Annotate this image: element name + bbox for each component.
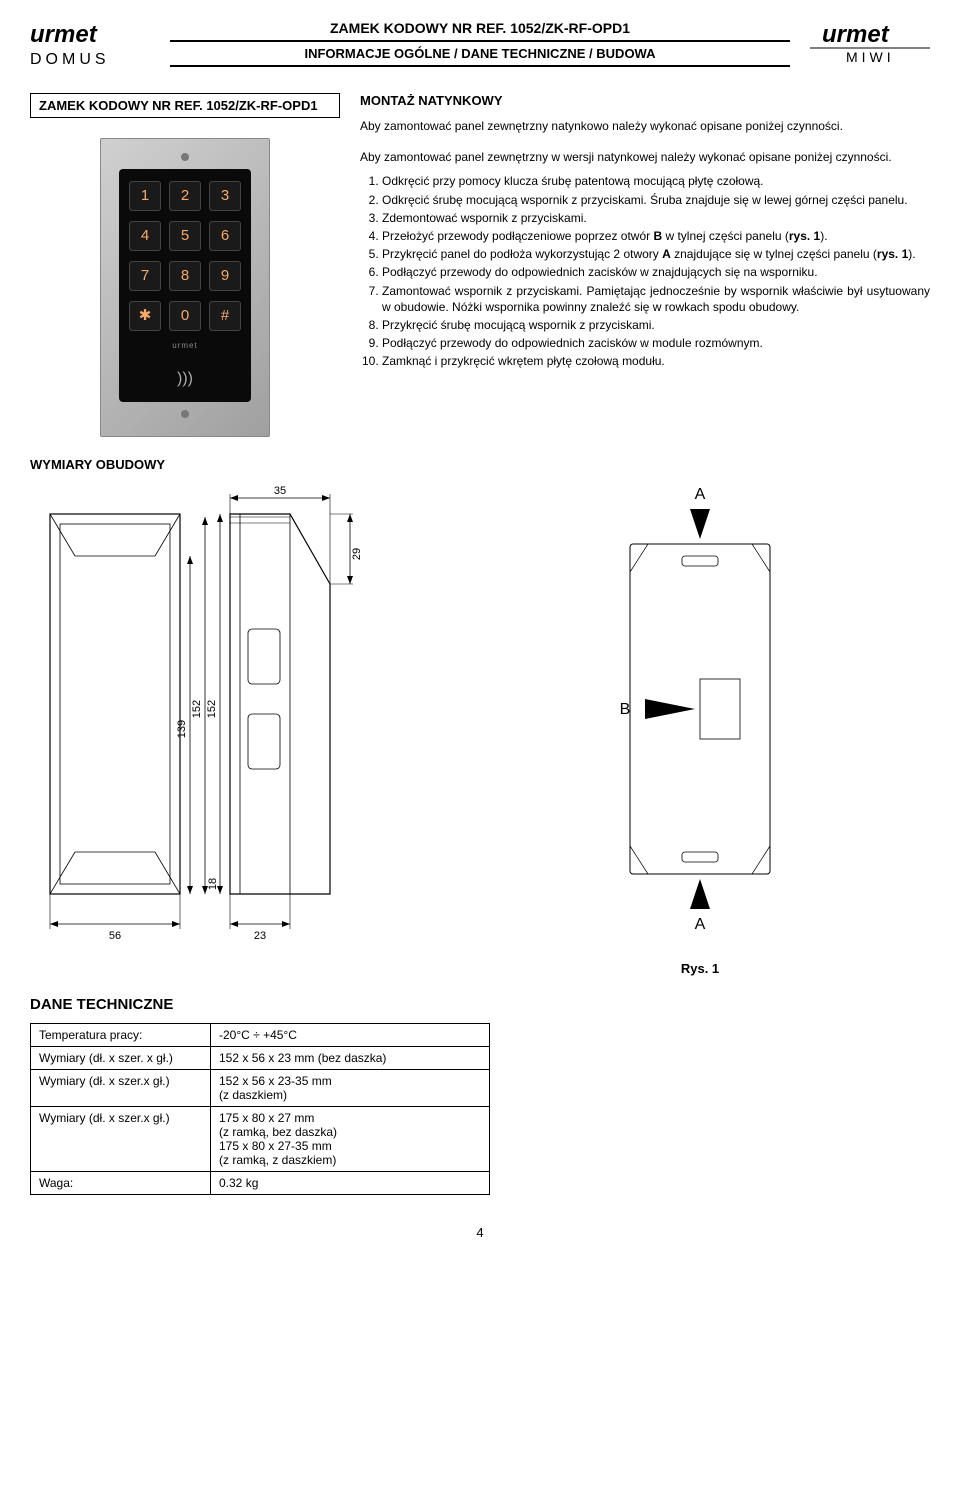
- keypad-key: 5: [169, 221, 201, 251]
- header-subtitle: INFORMACJE OGÓLNE / DANE TECHNICZNE / BU…: [170, 46, 790, 61]
- logo-right: urmet MIWI: [810, 20, 930, 73]
- svg-text:29: 29: [351, 548, 363, 560]
- step-item: Zamknąć i przykręcić wkrętem płytę czoło…: [382, 353, 930, 369]
- svg-text:56: 56: [109, 930, 121, 942]
- tech-value: 152 x 56 x 23-35 mm(z daszkiem): [211, 1070, 490, 1107]
- steps-list: Odkręcić przy pomocy klucza śrubę patent…: [360, 173, 930, 369]
- figure-1: A B A Rys: [470, 484, 930, 976]
- figure-1-caption: Rys. 1: [470, 961, 930, 976]
- right-heading: MONTAŻ NATYNKOWY: [360, 93, 930, 108]
- step-item: Przykręcić panel do podłoża wykorzystują…: [382, 246, 930, 262]
- left-section-title: ZAMEK KODOWY NR REF. 1052/ZK-RF-OPD1: [30, 93, 340, 118]
- tech-value: 0.32 kg: [211, 1172, 490, 1195]
- tech-section: DANE TECHNICZNE Temperatura pracy:-20°C …: [30, 996, 930, 1195]
- header-title: ZAMEK KODOWY NR REF. 1052/ZK-RF-OPD1: [170, 20, 790, 36]
- header-center: ZAMEK KODOWY NR REF. 1052/ZK-RF-OPD1 INF…: [170, 20, 790, 67]
- svg-text:B: B: [620, 701, 631, 718]
- right-intro-1: Aby zamontować panel zewnętrzny natynkow…: [360, 118, 930, 134]
- table-row: Wymiary (dł. x szer.x gł.)152 x 56 x 23-…: [31, 1070, 490, 1107]
- table-row: Temperatura pracy:-20°C ÷ +45°C: [31, 1024, 490, 1047]
- keypad-brand: urmet: [129, 341, 241, 350]
- tech-key: Wymiary (dł. x szer.x gł.): [31, 1107, 211, 1172]
- dimensions-heading: WYMIARY OBUDOWY: [30, 457, 930, 472]
- column-right: MONTAŻ NATYNKOWY Aby zamontować panel ze…: [360, 93, 930, 457]
- table-row: Wymiary (dł. x szer. x gł.)152 x 56 x 23…: [31, 1047, 490, 1070]
- column-left: ZAMEK KODOWY NR REF. 1052/ZK-RF-OPD1 1 2…: [30, 93, 340, 457]
- tech-value: -20°C ÷ +45°C: [211, 1024, 490, 1047]
- content-row: ZAMEK KODOWY NR REF. 1052/ZK-RF-OPD1 1 2…: [30, 93, 930, 457]
- keypad-key: 0: [169, 301, 201, 331]
- page-number: 4: [30, 1225, 930, 1240]
- step-item: Podłączyć przewody do odpowiednich zacis…: [382, 264, 930, 280]
- tech-key: Temperatura pracy:: [31, 1024, 211, 1047]
- tech-table: Temperatura pracy:-20°C ÷ +45°CWymiary (…: [30, 1023, 490, 1195]
- dimensions-section: WYMIARY OBUDOWY 56: [30, 457, 930, 976]
- step-item: Zdemontować wspornik z przyciskami.: [382, 210, 930, 226]
- step-item: Odkręcić przy pomocy klucza śrubę patent…: [382, 173, 930, 189]
- svg-text:A: A: [695, 916, 706, 933]
- keypad-key: 7: [129, 261, 161, 291]
- keypad-key: 8: [169, 261, 201, 291]
- svg-text:23: 23: [254, 930, 266, 942]
- tech-heading: DANE TECHNICZNE: [30, 996, 930, 1013]
- svg-text:35: 35: [274, 485, 286, 497]
- step-item: Zamontować wspornik z przyciskami. Pamię…: [382, 283, 930, 315]
- table-row: Wymiary (dł. x szer.x gł.)175 x 80 x 27 …: [31, 1107, 490, 1172]
- keypad-key: 9: [209, 261, 241, 291]
- svg-text:urmet: urmet: [822, 21, 890, 48]
- svg-text:152: 152: [191, 700, 203, 718]
- svg-text:A: A: [695, 486, 706, 503]
- keypad-key: 4: [129, 221, 161, 251]
- tech-key: Wymiary (dł. x szer. x gł.): [31, 1047, 211, 1070]
- keypad-key: 3: [209, 181, 241, 211]
- step-item: Odkręcić śrubę mocującą wspornik z przyc…: [382, 192, 930, 208]
- svg-text:urmet: urmet: [30, 21, 98, 48]
- svg-text:DOMUS: DOMUS: [30, 51, 110, 68]
- rfid-icon: ))): [129, 370, 241, 388]
- dimensions-drawing: 56 35: [30, 484, 450, 957]
- screw-icon: [181, 410, 189, 418]
- right-intro-2: Aby zamontować panel zewnętrzny w wersji…: [360, 149, 930, 165]
- step-item: Przykręcić śrubę mocującą wspornik z prz…: [382, 317, 930, 333]
- logo-left: urmet DOMUS: [30, 20, 150, 73]
- keypad-key: 2: [169, 181, 201, 211]
- tech-value: 175 x 80 x 27 mm(z ramką, bez daszka)175…: [211, 1107, 490, 1172]
- keypad-key: #: [209, 301, 241, 331]
- svg-text:18: 18: [207, 878, 219, 890]
- svg-text:139: 139: [176, 720, 188, 738]
- screw-icon: [181, 153, 189, 161]
- keypad-photo: 1 2 3 4 5 6 7 8 9 ✱: [100, 138, 270, 437]
- keypad-key: 6: [209, 221, 241, 251]
- keypad-key: 1: [129, 181, 161, 211]
- svg-text:MIWI: MIWI: [846, 49, 895, 65]
- tech-key: Waga:: [31, 1172, 211, 1195]
- tech-value: 152 x 56 x 23 mm (bez daszka): [211, 1047, 490, 1070]
- table-row: Waga:0.32 kg: [31, 1172, 490, 1195]
- svg-text:152: 152: [206, 700, 218, 718]
- step-item: Przełożyć przewody podłączeniowe poprzez…: [382, 228, 930, 244]
- step-item: Podłączyć przewody do odpowiednich zacis…: [382, 335, 930, 351]
- tech-key: Wymiary (dł. x szer.x gł.): [31, 1070, 211, 1107]
- keypad-key: ✱: [129, 301, 161, 331]
- page-header: urmet DOMUS urmet MIWI ZAMEK KODOWY NR R…: [30, 20, 930, 73]
